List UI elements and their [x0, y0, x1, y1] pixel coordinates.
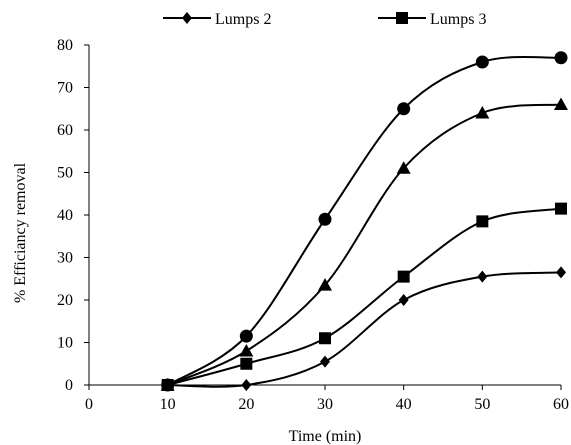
axes: 0 10 20 30 40 50 60 0 10 20 30 40 50 60 70 80 [57, 37, 569, 413]
data-point [239, 329, 253, 343]
data-point [241, 379, 252, 391]
y-tick-label: 70 [57, 80, 73, 97]
series-1 [162, 266, 566, 391]
data-point [239, 344, 254, 357]
y-tick-label: 80 [57, 37, 73, 54]
legend-item: Lumps 2 [163, 11, 271, 28]
x-tick-label: 20 [238, 396, 254, 413]
data-point [240, 357, 253, 370]
data-point [397, 270, 410, 283]
legend-item: Lumps 3 [378, 11, 486, 28]
series-line [167, 103, 562, 386]
legend-label: Lumps 3 [430, 11, 486, 28]
y-tick-label: 60 [57, 122, 73, 139]
y-tick-label: 0 [65, 377, 73, 394]
data-point [556, 266, 566, 279]
x-ticks: 0 10 20 30 40 50 60 [85, 385, 569, 413]
data-point [161, 378, 175, 392]
legend-marker [182, 12, 192, 24]
x-tick-label: 60 [553, 396, 569, 413]
data-point [477, 270, 488, 283]
series-line [167, 55, 562, 386]
data-point [476, 215, 489, 228]
y-tick-label: 20 [57, 292, 73, 309]
y-tick-label: 40 [57, 207, 73, 224]
data-point [554, 97, 568, 110]
x-tick-label: 30 [317, 396, 333, 413]
data-point [554, 51, 568, 65]
x-tick-label: 0 [85, 396, 93, 413]
y-axis-title: % Efficiancy removal [12, 162, 29, 303]
series-layer [160, 51, 568, 392]
data-point [318, 278, 332, 291]
data-point [398, 294, 409, 306]
data-point [475, 106, 490, 119]
x-tick-label: 50 [474, 396, 490, 413]
data-point [396, 161, 411, 174]
data-point [319, 332, 331, 345]
y-tick-label: 30 [57, 250, 73, 267]
data-point [320, 355, 330, 368]
series-4 [161, 51, 568, 392]
series-line [167, 207, 562, 386]
y-tick-label: 50 [57, 165, 73, 182]
data-point [555, 202, 567, 215]
legend-marker [396, 12, 408, 24]
y-ticks: 0 10 20 30 40 50 60 70 80 [57, 37, 89, 394]
legend: Lumps 2 Lumps 3 [163, 11, 486, 28]
x-tick-label: 40 [396, 396, 412, 413]
legend-label: Lumps 2 [215, 11, 271, 28]
data-point [318, 212, 332, 226]
series-3 [160, 97, 568, 391]
data-point [397, 102, 411, 116]
y-tick-label: 10 [57, 335, 73, 352]
data-point [475, 55, 489, 69]
x-axis-title: Time (min) [289, 428, 362, 445]
x-tick-label: 10 [160, 396, 176, 413]
